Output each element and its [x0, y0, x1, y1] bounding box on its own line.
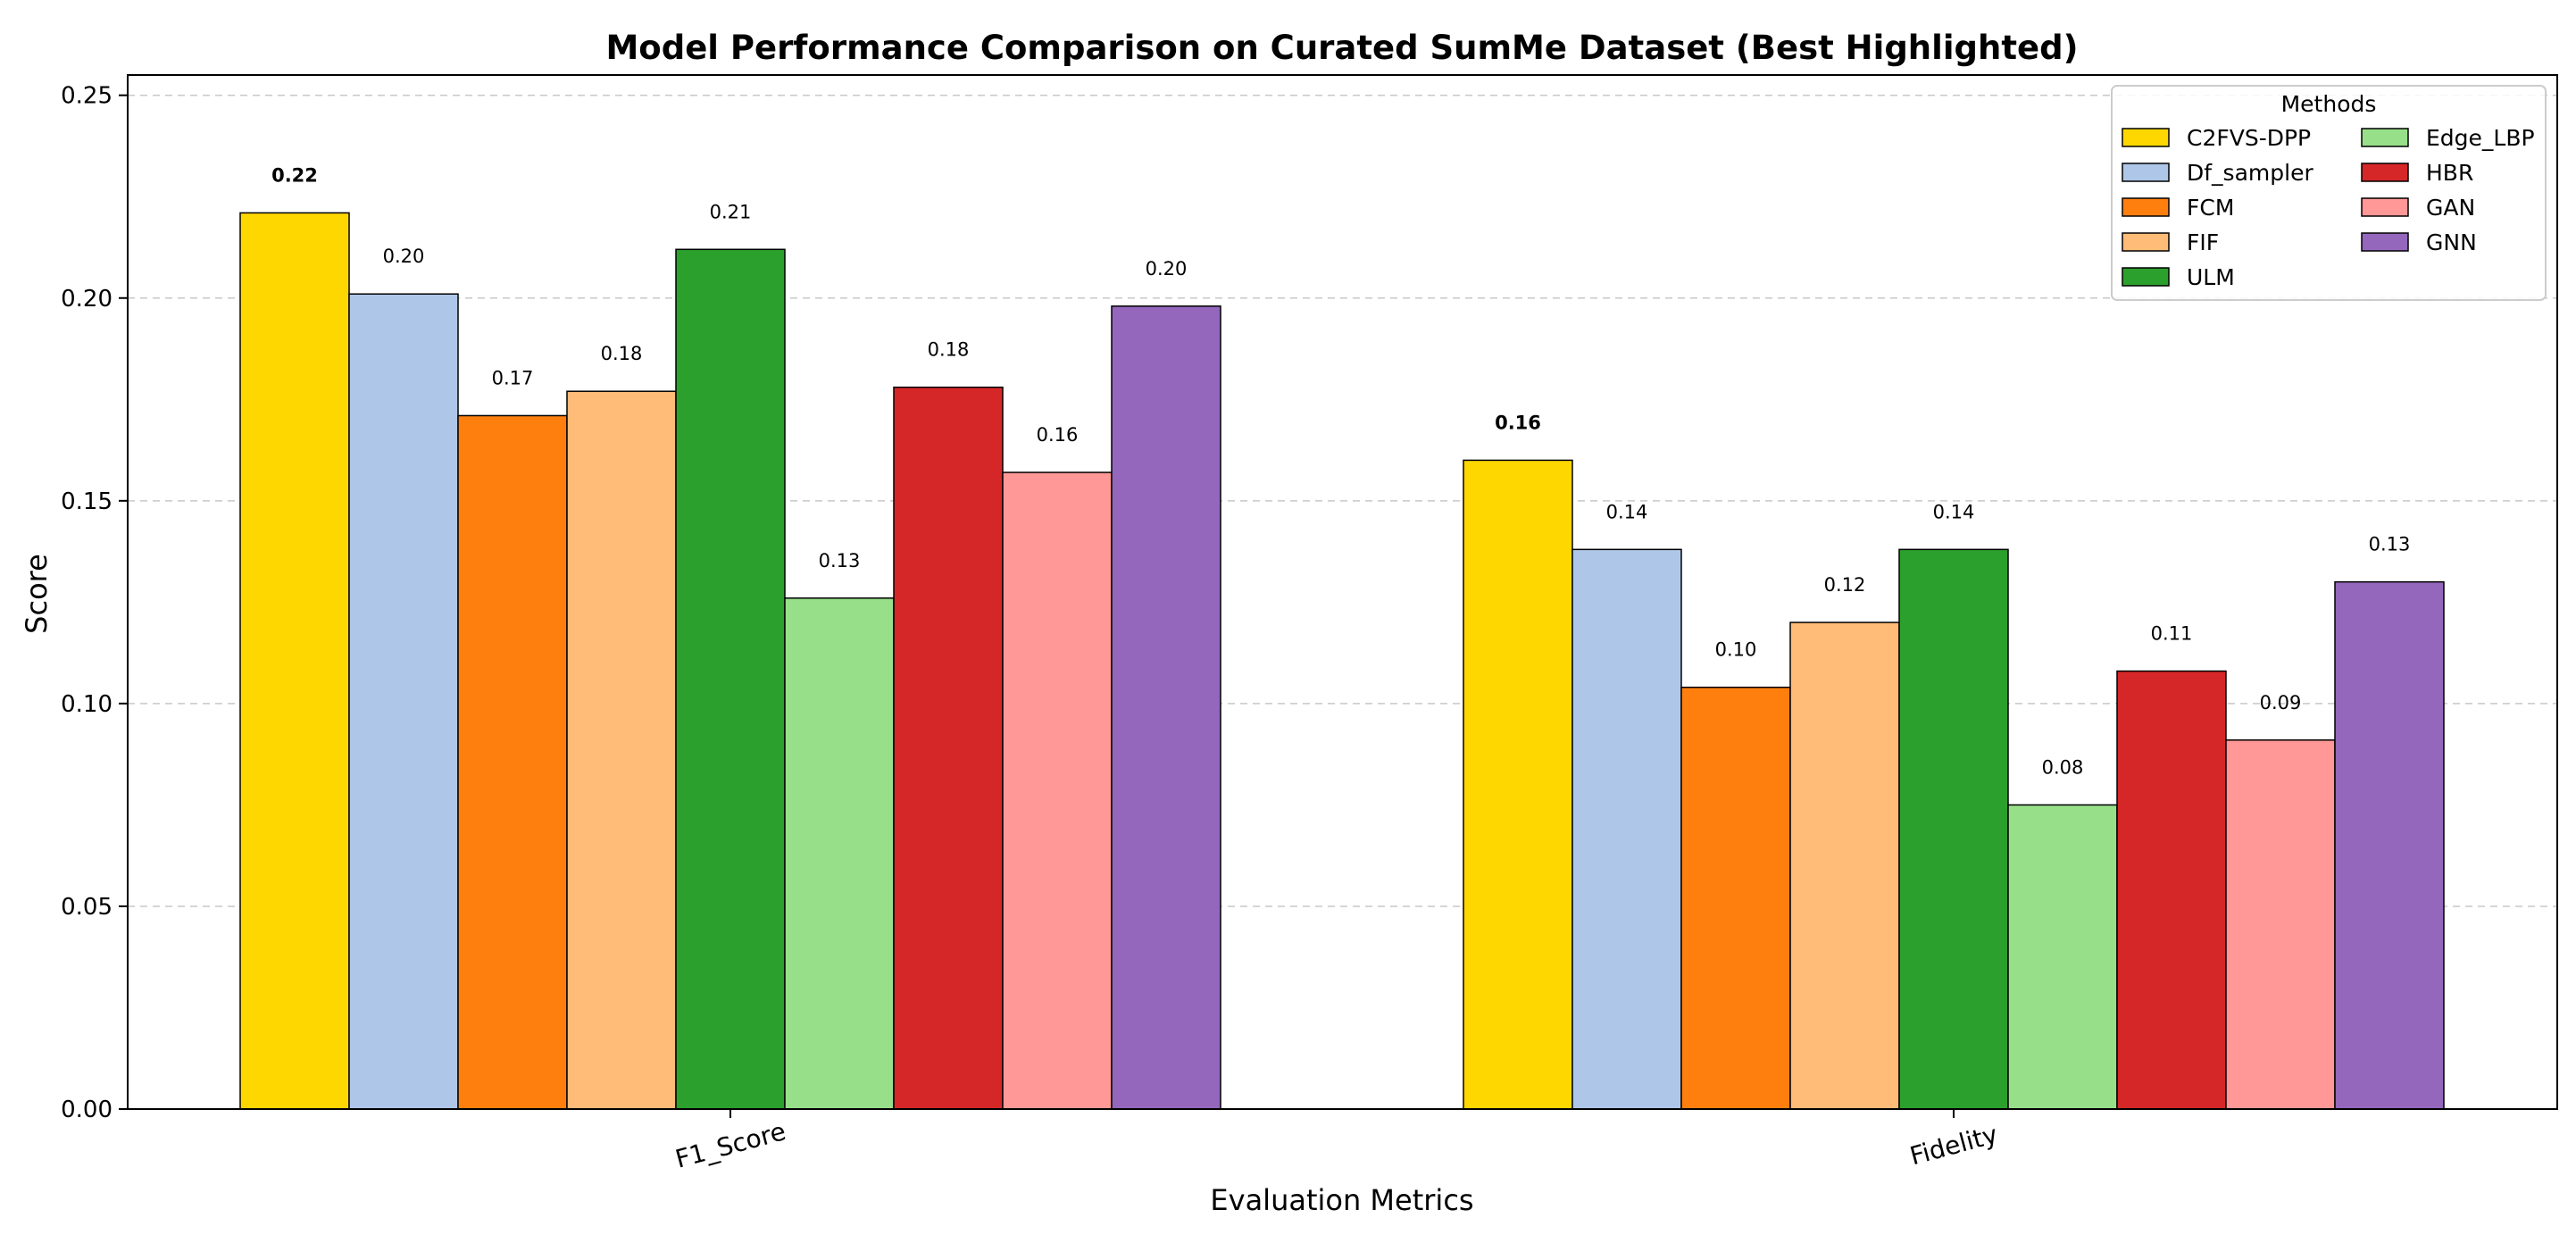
bar-fcm-fidelity: [1680, 686, 1791, 1110]
bar-gnn-f1-score: [1111, 305, 1221, 1110]
bar-fcm-f1-score: [457, 414, 568, 1110]
plot-frame: [127, 74, 2558, 1110]
legend-label-c2fvs-dpp: C2FVS-DPP: [2187, 125, 2311, 151]
bar-value-label: 0.11: [2151, 623, 2193, 645]
legend-items: C2FVS-DPP Df_sampler FCM FIF ULM Edge_LBP HBR G…: [2122, 125, 2535, 290]
bar-gan-f1-score: [1002, 471, 1113, 1110]
bar-labels: 0.22 0.16 0.20 0.14 0.17 0.10 0.18 0.12 0.21 0.14…: [271, 164, 2410, 778]
bar-value-label: 0.13: [2369, 534, 2411, 555]
legend-swatch-gnn: [2361, 232, 2409, 252]
bar-edge-lbp-fidelity: [2007, 804, 2118, 1110]
legend-swatch-fif: [2122, 232, 2170, 252]
y-tick-label: 0.15: [61, 488, 113, 515]
y-axis: 0.00 0.05 0.10 0.15 0.20 0.25: [61, 83, 128, 1123]
x-tick-label: F1_Score: [672, 1116, 789, 1174]
bar-value-label: 0.17: [492, 367, 534, 388]
bar-value-label: 0.10: [1715, 639, 1757, 661]
bar-value-label: 0.12: [1824, 574, 1866, 596]
y-tick-label: 0.00: [61, 1097, 113, 1123]
y-tick-label: 0.20: [61, 286, 113, 313]
legend-box: [2111, 85, 2547, 301]
x-axis-label: Evaluation Metrics: [1210, 1183, 1473, 1217]
legend-swatch-df-sampler: [2122, 163, 2170, 182]
bar-value-label: 0.22: [271, 164, 318, 186]
y-tick-label: 0.25: [61, 83, 113, 110]
bar-value-label: 0.18: [928, 339, 970, 361]
y-tick-label: 0.05: [61, 894, 113, 921]
bars: [239, 212, 2445, 1110]
bar-value-label: 0.16: [1037, 424, 1079, 446]
legend-label-fcm: FCM: [2187, 195, 2234, 221]
chart-title: Model Performance Comparison on Curated …: [605, 29, 2078, 67]
bar-fif-fidelity: [1789, 622, 1900, 1110]
bar-hbr-fidelity: [2116, 670, 2227, 1110]
legend-swatch-hbr: [2361, 163, 2409, 182]
bar-value-label: 0.16: [1495, 412, 1541, 433]
legend-swatch-gan: [2361, 197, 2409, 217]
bar-value-label: 0.18: [601, 343, 643, 364]
bar-value-label: 0.13: [819, 550, 861, 571]
legend-swatch-edge-lbp: [2361, 128, 2409, 147]
legend: Methods C2FVS-DPP Df_sampler FCM FIF ULM Edge…: [2111, 85, 2547, 301]
legend-swatch-c2fvs-dpp: [2122, 128, 2170, 147]
legend-label-edge-lbp: Edge_LBP: [2426, 125, 2535, 151]
legend-label-gnn: GNN: [2426, 229, 2477, 255]
bar-c2fvs-dpp-f1-score: [239, 212, 350, 1110]
legend-swatch-fcm: [2122, 197, 2170, 217]
bar-c2fvs-dpp-fidelity: [1463, 459, 1573, 1110]
legend-label-df-sampler: Df_sampler: [2187, 160, 2313, 186]
bar-value-label: 0.08: [2042, 756, 2084, 778]
y-tick-label: 0.10: [61, 691, 113, 718]
legend-label-ulm: ULM: [2187, 264, 2235, 290]
bar-df-sampler-fidelity: [1571, 548, 1682, 1110]
bar-value-label: 0.09: [2260, 692, 2302, 713]
y-axis-label: Score: [20, 554, 54, 634]
bar-fif-f1-score: [566, 390, 677, 1110]
bar-ulm-f1-score: [675, 248, 786, 1110]
legend-label-gan: GAN: [2426, 195, 2475, 221]
bar-gan-fidelity: [2225, 739, 2336, 1110]
bar-df-sampler-f1-score: [348, 293, 459, 1110]
x-axis: F1_Score Fidelity: [672, 1109, 2001, 1174]
bar-value-label: 0.20: [383, 246, 425, 267]
legend-title: Methods: [2281, 91, 2377, 117]
bar-value-label: 0.20: [1146, 258, 1188, 279]
bar-ulm-fidelity: [1898, 548, 2009, 1110]
bar-value-label: 0.21: [710, 201, 752, 222]
bar-value-label: 0.14: [1933, 501, 1975, 522]
legend-label-fif: FIF: [2187, 229, 2219, 255]
legend-swatch-ulm: [2122, 267, 2170, 287]
x-tick-label: Fidelity: [1907, 1120, 2001, 1172]
bar-edge-lbp-f1-score: [784, 597, 895, 1110]
bar-gnn-fidelity: [2334, 580, 2445, 1110]
bar-hbr-f1-score: [893, 386, 1004, 1110]
legend-label-hbr: HBR: [2426, 160, 2473, 186]
bar-value-label: 0.14: [1606, 501, 1648, 522]
